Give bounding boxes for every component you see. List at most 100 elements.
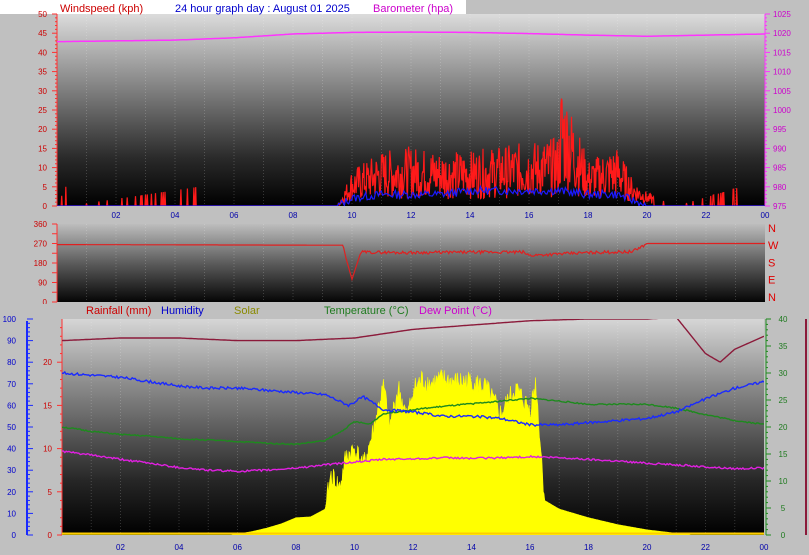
top-x-axis: 02 04 06 08 10 12 14 16 18 20 22 00 [112, 211, 770, 220]
temperature-y-axis: 0 5 10 15 20 25 30 35 40 [766, 315, 788, 540]
compass-label: N [768, 223, 776, 235]
wind-y-tick: 30 [38, 87, 47, 96]
climate-series [62, 319, 764, 535]
wind-y-tick: 25 [38, 106, 47, 115]
climate-panel: Rainfall (mm) Humidity Solar Temperature… [0, 304, 809, 555]
baro-y-tick: 1005 [773, 87, 791, 96]
direction-y-tick: 180 [34, 259, 48, 268]
bottom-x-tick: 22 [701, 543, 710, 552]
top-x-tick: 00 [761, 211, 770, 220]
compass-label: W [768, 240, 779, 252]
humidity-y-tick: 30 [7, 466, 16, 475]
temperature-y-tick: 30 [779, 369, 788, 378]
wind-average-line [57, 184, 765, 206]
wind-y-tick: 5 [43, 183, 48, 192]
wind-y-tick: 15 [38, 144, 47, 153]
wind-axis-label: Windspeed (kph) [60, 3, 143, 15]
humidity-y-tick: 100 [3, 315, 17, 324]
top-x-tick: 12 [407, 211, 416, 220]
graph-title: 24 hour graph day : August 01 2025 [175, 3, 350, 15]
bottom-x-tick: 18 [584, 543, 593, 552]
direction-line [57, 242, 765, 282]
temperature-y-tick: 20 [779, 423, 788, 432]
temperature-y-tick: 35 [779, 342, 788, 351]
wind-y-tick: 35 [38, 68, 47, 77]
rain-y-tick: 10 [43, 445, 52, 454]
humidity-y-tick: 90 [7, 337, 16, 346]
top-x-tick: 08 [289, 211, 298, 220]
baro-y-tick: 1015 [773, 48, 791, 57]
baro-axis-label: Barometer (hpa) [373, 3, 453, 15]
direction-y-tick: 0 [43, 298, 48, 307]
temperature-line [62, 397, 764, 446]
bottom-x-tick: 10 [350, 543, 359, 552]
direction-series [57, 242, 765, 282]
direction-y-tick: 270 [34, 240, 48, 249]
humidity-line [62, 370, 764, 428]
windspeed-line [57, 98, 765, 206]
humidity-y-tick: 0 [12, 531, 17, 540]
baro-y-tick: 990 [773, 144, 787, 153]
baro-y-tick: 1025 [773, 10, 791, 19]
temperature-legend: Temperature (°C) [324, 305, 408, 317]
humidity-y-tick: 40 [7, 445, 16, 454]
humidity-y-tick: 60 [7, 401, 16, 410]
top-x-tick: 10 [348, 211, 357, 220]
temperature-y-tick: 0 [781, 531, 786, 540]
humidity-y-axis: 0 10 20 30 40 50 60 70 80 90 100 [3, 315, 33, 540]
dewpoint-legend: Dew Point (°C) [419, 305, 492, 317]
humidity-legend: Humidity [161, 305, 204, 317]
bottom-x-axis: 02 04 06 08 10 12 14 16 18 20 22 00 [116, 543, 769, 552]
compass-label: S [768, 257, 775, 269]
temperature-y-tick: 40 [779, 315, 788, 324]
temperature-y-tick: 10 [779, 477, 788, 486]
baro-y-tick: 1000 [773, 106, 791, 115]
baro-y-tick: 985 [773, 164, 787, 173]
direction-y-tick: 90 [38, 279, 47, 288]
temperature-y-tick: 5 [781, 504, 786, 513]
temperature-y-tick: 15 [779, 450, 788, 459]
temperature-y-tick: 25 [779, 396, 788, 405]
bottom-x-tick: 00 [760, 543, 769, 552]
wind-baro-panel: Windspeed (kph) 24 hour graph day : Augu… [0, 0, 809, 222]
rain-y-tick: 0 [48, 531, 53, 540]
top-x-tick: 14 [466, 211, 475, 220]
baro-y-tick: 1010 [773, 68, 791, 77]
humidity-y-tick: 80 [7, 358, 16, 367]
top-x-tick: 02 [112, 211, 121, 220]
bottom-x-tick: 06 [233, 543, 242, 552]
wind-y-axis: 0 5 10 15 20 25 30 35 40 45 50 [38, 10, 57, 211]
rain-y-tick: 20 [43, 358, 52, 367]
wind-baro-series [57, 31, 765, 206]
compass-label: N [768, 292, 776, 304]
baro-y-tick: 975 [773, 202, 787, 211]
dewpoint-line [62, 450, 764, 473]
top-x-tick: 20 [643, 211, 652, 220]
wind-y-tick: 50 [38, 10, 47, 19]
solar-legend: Solar [234, 305, 260, 317]
top-x-tick: 18 [584, 211, 593, 220]
humidity-y-tick: 10 [7, 509, 16, 518]
bottom-x-tick: 08 [292, 543, 301, 552]
bottom-x-tick: 02 [116, 543, 125, 552]
wind-y-tick: 40 [38, 48, 47, 57]
bottom-x-tick: 04 [175, 543, 184, 552]
direction-y-axis: 0 90 180 270 360 [34, 220, 57, 307]
humidity-y-tick: 50 [7, 423, 16, 432]
humidity-y-tick: 70 [7, 380, 16, 389]
rain-legend: Rainfall (mm) [86, 305, 151, 317]
baro-line [57, 31, 765, 43]
wind-y-tick: 0 [43, 202, 48, 211]
top-x-tick: 04 [171, 211, 180, 220]
humidity-y-tick: 20 [7, 488, 16, 497]
baro-y-axis: 975 980 985 990 995 1000 1005 1010 1015 1020 1025 [765, 10, 791, 211]
rainfall-line [62, 319, 764, 363]
rain-y-axis: 0 5 10 15 20 [43, 327, 62, 540]
bottom-x-tick: 12 [409, 543, 418, 552]
top-x-tick: 16 [525, 211, 534, 220]
baro-y-tick: 1020 [773, 29, 791, 38]
solar-area [62, 368, 764, 535]
